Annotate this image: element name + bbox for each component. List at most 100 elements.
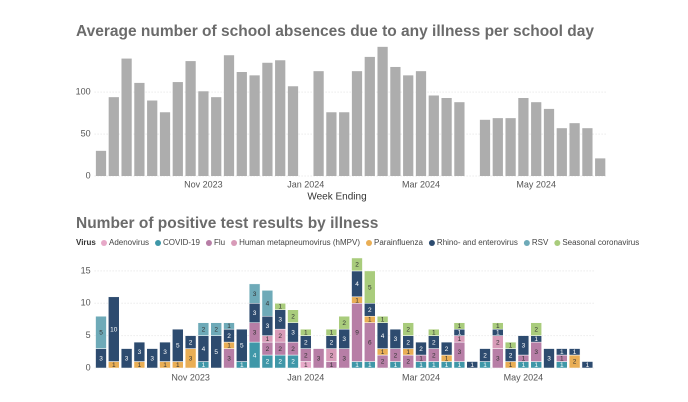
- data-label: 3: [125, 356, 129, 363]
- data-label: 4: [381, 333, 385, 340]
- x-axis-label: Week Ending: [307, 192, 366, 203]
- data-label: 1: [381, 317, 385, 324]
- data-label: 3: [150, 356, 154, 363]
- bar: [147, 100, 158, 176]
- bar: [595, 158, 606, 176]
- bar: [313, 71, 324, 176]
- data-label: 3: [138, 349, 142, 356]
- data-label: 3: [278, 317, 282, 324]
- bar: [479, 119, 491, 176]
- data-label: 1: [330, 330, 334, 337]
- y-tick-label: 0: [86, 170, 91, 180]
- data-label: 3: [342, 356, 346, 363]
- bar-segment: [287, 309, 299, 323]
- legend-label: Seasonal coronavirus: [562, 238, 639, 247]
- data-label: 2: [291, 346, 295, 353]
- data-label: 3: [394, 336, 398, 343]
- data-label: 5: [214, 349, 218, 356]
- bar: [377, 46, 388, 176]
- data-label: 2: [189, 339, 193, 346]
- data-label: 2: [202, 326, 206, 333]
- data-label: 2: [406, 339, 410, 346]
- legend-label: Adenovirus: [109, 238, 149, 247]
- data-label: 3: [522, 343, 526, 350]
- bar: [339, 112, 350, 176]
- data-label: 2: [304, 352, 308, 359]
- data-label: 4: [355, 281, 359, 288]
- bar-segment: [300, 328, 312, 336]
- bar-segment: [581, 361, 594, 369]
- bar: [287, 86, 299, 176]
- data-label: 4: [266, 300, 270, 307]
- bar: [211, 97, 222, 176]
- data-label: 5: [368, 284, 372, 291]
- bar-segment: [261, 290, 274, 317]
- data-label: 1: [586, 362, 590, 369]
- bar: [249, 75, 260, 176]
- bar-segment: [376, 315, 389, 323]
- data-label: 2: [342, 320, 346, 327]
- bar-segment: [236, 328, 248, 362]
- data-label: 1: [470, 362, 474, 369]
- bar: [134, 82, 145, 176]
- bar: [198, 91, 209, 176]
- chart-title: Average number of school absences due to…: [76, 23, 594, 40]
- data-label: 3: [189, 356, 193, 363]
- legend-label: COVID-19: [163, 238, 200, 247]
- data-label: 1: [138, 362, 142, 369]
- data-label: 2: [266, 346, 270, 353]
- data-label: 1: [432, 330, 436, 337]
- bar: [415, 71, 427, 176]
- data-label: 2: [214, 326, 218, 333]
- data-label: 1: [458, 330, 462, 337]
- data-label: 3: [534, 349, 538, 356]
- data-label: 2: [406, 359, 410, 366]
- x-tick-label: Mar 2024: [402, 372, 440, 382]
- bar-segment: [210, 322, 222, 336]
- data-label: 2: [304, 339, 308, 346]
- bar-segment: [197, 322, 210, 336]
- bar: [326, 112, 337, 176]
- data-label: 4: [202, 346, 206, 353]
- legend-label: RSV: [532, 238, 549, 247]
- bar: [569, 123, 580, 176]
- bar-segment: [274, 303, 286, 310]
- bar: [505, 118, 516, 176]
- data-label: 2: [483, 352, 487, 359]
- bar: [454, 102, 465, 176]
- data-label: 1: [432, 362, 436, 369]
- data-label: 6: [368, 339, 372, 346]
- data-label: 2: [278, 333, 282, 340]
- data-label: 1: [368, 362, 372, 369]
- bar-segment: [325, 328, 338, 336]
- bar: [236, 72, 247, 176]
- x-tick-label: Jan 2024: [287, 179, 324, 189]
- bar: [582, 128, 593, 176]
- data-label: 5: [99, 330, 103, 337]
- bar: [531, 102, 542, 176]
- bar-segment: [492, 322, 504, 330]
- data-label: 1: [496, 330, 500, 337]
- legend-marker: [231, 240, 238, 246]
- bar: [185, 61, 196, 177]
- data-label: 3: [253, 330, 257, 337]
- x-tick-label: May 2024: [516, 179, 556, 189]
- bar-segment: [556, 348, 568, 356]
- data-label: 1: [509, 343, 513, 350]
- data-label: 2: [278, 346, 282, 353]
- data-label: 3: [547, 356, 551, 363]
- data-label: 2: [266, 359, 270, 366]
- data-label: 1: [483, 362, 487, 369]
- bar: [441, 98, 452, 176]
- data-label: 2: [330, 352, 334, 359]
- data-label: 2: [368, 307, 372, 314]
- data-label: 1: [419, 356, 423, 363]
- data-label: 4: [253, 352, 257, 359]
- bar: [390, 66, 401, 176]
- y-tick-label: 5: [86, 330, 91, 340]
- data-label: 2: [432, 339, 436, 346]
- data-label: 1: [560, 356, 564, 363]
- bar: [95, 150, 107, 176]
- data-label: 2: [509, 352, 513, 359]
